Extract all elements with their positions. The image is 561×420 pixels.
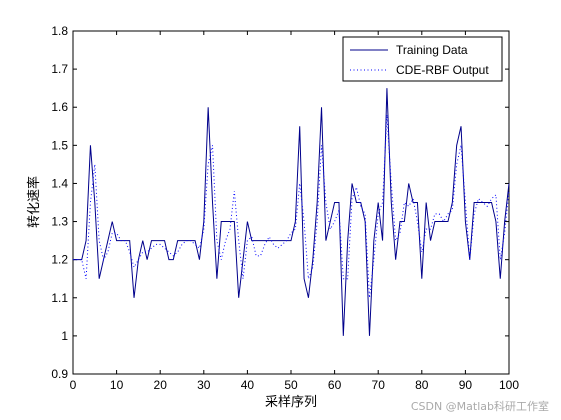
legend-label-cde-rbf-output: CDE-RBF Output: [396, 63, 489, 77]
y-tick-label: 1.5: [51, 138, 68, 152]
watermark: CSDN @Matlab科研工作室: [410, 400, 549, 413]
legend-box: [342, 36, 503, 82]
x-tick-label: 50: [284, 378, 298, 392]
x-tick-label: 30: [197, 378, 211, 392]
x-tick-label: 80: [415, 378, 429, 392]
y-axis-label: 转化速率: [26, 176, 42, 228]
y-tick-label: 1.2: [51, 253, 68, 267]
y-tick-label: 1.3: [51, 215, 68, 229]
x-tick-label: 20: [154, 378, 168, 392]
axis-tick-labels: 0 10 20 30 40 50 60 70 80 90 100 0.9 1 1.1 1.2 1.3 1.4 1.…: [51, 24, 519, 392]
y-tick-label: 1: [61, 329, 68, 343]
x-tick-label: 90: [459, 378, 473, 392]
series-line-cde-rbf-output: [73, 114, 510, 298]
x-tick-label: 100: [499, 378, 519, 392]
plot-area: [72, 30, 510, 375]
legend: Training Data CDE-RBF Output: [342, 36, 503, 82]
series-line-training-data: [73, 88, 510, 336]
axis-ticks: [72, 30, 510, 375]
legend-label-training-data: Training Data: [396, 43, 468, 57]
y-tick-label: 1.4: [51, 176, 68, 190]
y-tick-label: 1.8: [51, 24, 68, 38]
y-tick-label: 1.6: [51, 100, 68, 114]
x-tick-label: 0: [70, 378, 77, 392]
y-tick-label: 1.1: [51, 291, 68, 305]
series-layer: [73, 88, 510, 336]
y-tick-label: 0.9: [51, 367, 68, 381]
x-tick-label: 10: [110, 378, 124, 392]
x-axis-label: 采样序列: [265, 395, 317, 410]
x-tick-label: 40: [241, 378, 255, 392]
x-tick-label: 70: [372, 378, 386, 392]
x-tick-label: 60: [328, 378, 342, 392]
y-tick-label: 1.7: [51, 62, 68, 76]
